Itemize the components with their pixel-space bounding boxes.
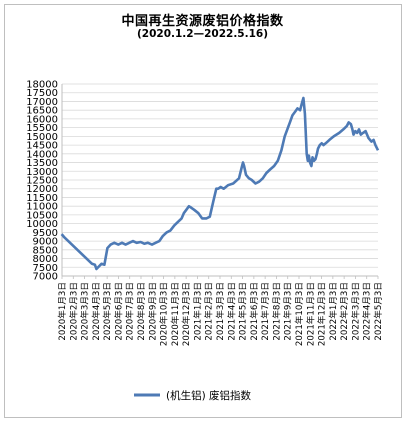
y-tick-label: 12000 xyxy=(26,184,58,195)
chart-frame xyxy=(4,4,402,418)
x-tick-label: 2020年6月3日 xyxy=(112,282,124,341)
y-tick-label: 11000 xyxy=(26,202,58,213)
y-tick-label: 15500 xyxy=(26,123,58,134)
x-tick-label: 2020年3月3日 xyxy=(79,282,91,341)
x-tick-label: 2020年2月3日 xyxy=(67,282,79,341)
y-tick-label: 17500 xyxy=(26,88,58,99)
x-tick-label: 2022年1月3日 xyxy=(327,282,339,341)
x-tick-label: 2022年4月3日 xyxy=(361,282,373,341)
x-tick-label: 2021年11月3日 xyxy=(304,282,316,346)
legend: (机生铝) 废铝指数 xyxy=(134,389,252,402)
y-tick-label: 10500 xyxy=(26,210,58,221)
legend-label: (机生铝) 废铝指数 xyxy=(166,389,252,402)
y-tick-label: 15000 xyxy=(26,132,58,143)
y-tick-label: 13500 xyxy=(26,158,58,169)
x-tick-label: 2020年10月3日 xyxy=(158,282,170,346)
grid-lines xyxy=(62,83,378,277)
x-tick-label: 2021年1月3日 xyxy=(191,282,203,341)
y-tick-label: 10000 xyxy=(26,219,58,230)
x-tick-label: 2021年6月3日 xyxy=(248,282,260,341)
x-tick-label: 2021年8月3日 xyxy=(270,282,282,341)
x-axis: 2020年1月3日 2020年2月3日 2020年3月3日 2020年4月3日 2020… xyxy=(56,275,384,346)
y-tick-label: 8500 xyxy=(33,245,58,256)
y-tick-label: 8000 xyxy=(33,254,58,265)
series-group xyxy=(60,96,380,271)
x-tick-label: 2022年2月3日 xyxy=(338,282,350,341)
y-tick-label: 16500 xyxy=(26,106,58,117)
x-tick-label: 2021年10月3日 xyxy=(293,282,305,346)
y-tick-label: 12500 xyxy=(26,176,58,187)
y-axis: 7000750080008500900095001000010500110001… xyxy=(26,80,63,283)
x-tick-label: 2022年5月3日 xyxy=(372,282,384,341)
x-tick-label: 2021年7月3日 xyxy=(259,282,271,341)
chart-subtitle: (2020.1.2—2022.5.16) xyxy=(136,28,269,40)
x-tick-label: 2020年9月3日 xyxy=(146,282,158,341)
x-tick-label: 2020年5月3日 xyxy=(101,282,113,341)
x-tick-label: 2020年4月3日 xyxy=(90,282,102,341)
x-tick-label: 2021年5月3日 xyxy=(237,282,249,341)
y-tick-label: 17000 xyxy=(26,97,58,108)
y-tick-label: 9000 xyxy=(33,237,58,248)
x-tick-label: 2020年11月3日 xyxy=(169,282,181,346)
x-tick-label: 2020年1月3日 xyxy=(56,282,68,341)
x-tick-label: 2020年7月3日 xyxy=(124,282,136,341)
series-line xyxy=(60,96,380,271)
y-tick-label: 7000 xyxy=(33,272,58,283)
chart-title: 中国再生资源废铝价格指数 xyxy=(121,14,284,29)
x-tick-label: 2020年12月3日 xyxy=(180,282,192,346)
y-tick-label: 14000 xyxy=(26,149,58,160)
x-tick-label: 2021年3月3日 xyxy=(214,282,226,341)
x-tick-label: 2021年2月3日 xyxy=(203,282,215,341)
x-tick-label: 2021年4月3日 xyxy=(225,282,237,341)
x-tick-label: 2021年9月3日 xyxy=(282,282,294,341)
x-tick-label: 2021年12月3日 xyxy=(316,282,328,346)
y-tick-label: 9500 xyxy=(33,228,58,239)
y-tick-label: 7500 xyxy=(33,263,58,274)
y-tick-label: 13000 xyxy=(26,167,58,178)
y-tick-label: 16000 xyxy=(26,114,58,125)
y-tick-label: 18000 xyxy=(26,80,58,91)
x-tick-label: 2020年8月3日 xyxy=(135,282,147,341)
y-tick-label: 14500 xyxy=(26,141,58,152)
x-tick-label: 2022年3月3日 xyxy=(349,282,361,341)
y-tick-label: 11500 xyxy=(26,193,58,204)
